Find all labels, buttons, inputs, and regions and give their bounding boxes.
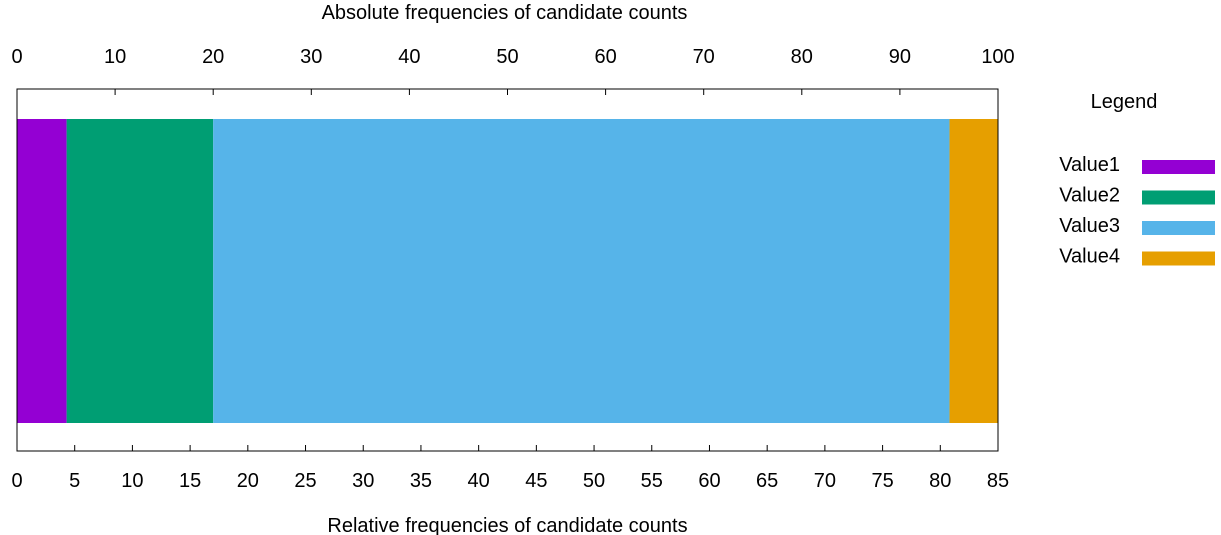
bottom-tick-label: 20 bbox=[237, 470, 259, 492]
bottom-axis-title: Relative frequencies of candidate counts bbox=[327, 515, 687, 535]
top-tick-label: 0 bbox=[11, 46, 22, 68]
bottom-tick-label: 10 bbox=[121, 470, 143, 492]
top-tick-label: 80 bbox=[791, 46, 813, 68]
top-axis-title: Absolute frequencies of candidate counts bbox=[322, 2, 688, 24]
legend-label: Value3 bbox=[1059, 215, 1120, 237]
legend-swatch bbox=[1142, 190, 1215, 205]
bottom-tick-label: 5 bbox=[69, 470, 80, 492]
legend-swatch bbox=[1142, 160, 1215, 174]
top-tick-label: 10 bbox=[104, 46, 126, 68]
bottom-tick-label: 45 bbox=[525, 470, 547, 492]
bar-segment-value1 bbox=[17, 119, 67, 423]
legend-item-value2: Value2 bbox=[1059, 185, 1215, 207]
top-tick-label: 50 bbox=[496, 46, 518, 68]
bottom-tick-label: 0 bbox=[11, 470, 22, 492]
legend-swatch bbox=[1142, 251, 1215, 266]
top-tick-label: 70 bbox=[693, 46, 715, 68]
legend-label: Value4 bbox=[1059, 246, 1120, 268]
bar-segment-value3 bbox=[213, 119, 950, 423]
bottom-axis: 0 5 10 15 20 25 30 35 40 45 50 55 60 65 70 75 80 85 bbox=[11, 470, 1009, 492]
bottom-tick-label: 40 bbox=[468, 470, 490, 492]
top-tick-label: 60 bbox=[594, 46, 616, 68]
legend-label: Value2 bbox=[1059, 185, 1120, 207]
bottom-tick-label: 60 bbox=[698, 470, 720, 492]
legend-item-value1: Value1 bbox=[1059, 154, 1215, 176]
bar-segment-value4 bbox=[949, 119, 998, 423]
frame-ticks bbox=[16, 89, 999, 451]
legend-swatch bbox=[1142, 221, 1215, 235]
legend-item-value3: Value3 bbox=[1059, 215, 1215, 237]
bar-segments bbox=[17, 119, 998, 423]
top-axis: 0 10 20 30 40 50 60 70 80 90 100 bbox=[11, 46, 1014, 68]
bottom-tick-label: 35 bbox=[410, 470, 432, 492]
legend-title: Legend bbox=[1091, 91, 1158, 113]
bottom-tick-label: 50 bbox=[583, 470, 605, 492]
top-tick-label: 20 bbox=[202, 46, 224, 68]
bottom-tick-label: 75 bbox=[871, 470, 893, 492]
bar-segment-value2 bbox=[66, 119, 214, 423]
top-tick-label: 40 bbox=[398, 46, 420, 68]
bottom-tick-label: 65 bbox=[756, 470, 778, 492]
bottom-tick-label: 70 bbox=[814, 470, 836, 492]
top-tick-label: 100 bbox=[981, 46, 1014, 68]
bottom-tick-label: 85 bbox=[987, 470, 1009, 492]
bottom-tick-label: 30 bbox=[352, 470, 374, 492]
bottom-tick-label: 25 bbox=[294, 470, 316, 492]
top-tick-label: 90 bbox=[889, 46, 911, 68]
bottom-tick-label: 55 bbox=[641, 470, 663, 492]
legend-item-value4: Value4 bbox=[1059, 246, 1215, 268]
bottom-tick-label: 80 bbox=[929, 470, 951, 492]
legend-label: Value1 bbox=[1059, 154, 1120, 176]
bottom-tick-label: 15 bbox=[179, 470, 201, 492]
top-tick-label: 30 bbox=[300, 46, 322, 68]
legend: Legend Value1 Value2 Value3 Value4 bbox=[1059, 91, 1215, 268]
